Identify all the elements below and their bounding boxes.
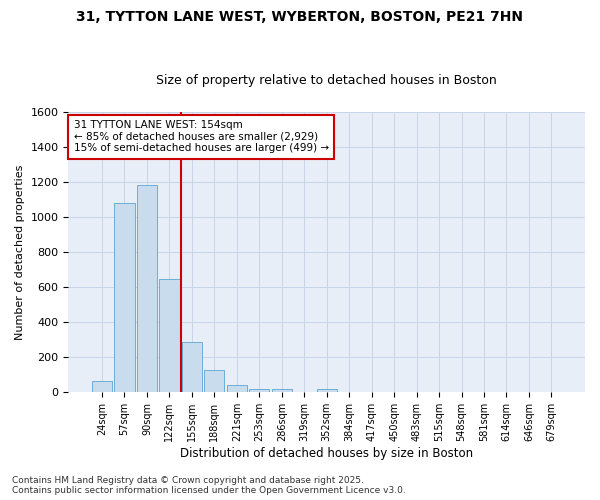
Bar (115, 203, 134, 392)
Text: 31, TYTTON LANE WEST, WYBERTON, BOSTON, PE21 7HN: 31, TYTTON LANE WEST, WYBERTON, BOSTON, … (77, 10, 523, 24)
Title: Size of property relative to detached houses in Boston: Size of property relative to detached ho… (157, 74, 497, 87)
Bar (249, 389, 269, 392)
Bar (317, 389, 337, 392)
Bar (159, 279, 179, 392)
Bar (227, 386, 247, 392)
Text: Contains HM Land Registry data © Crown copyright and database right 2025.
Contai: Contains HM Land Registry data © Crown c… (12, 476, 406, 495)
Bar (182, 342, 202, 392)
Text: 31 TYTTON LANE WEST: 154sqm
← 85% of detached houses are smaller (2,929)
15% of : 31 TYTTON LANE WEST: 154sqm ← 85% of det… (74, 120, 329, 154)
Bar (137, 186, 157, 392)
Bar (92, 381, 112, 392)
X-axis label: Distribution of detached houses by size in Boston: Distribution of detached houses by size … (180, 447, 473, 460)
Y-axis label: Number of detached properties: Number of detached properties (15, 164, 25, 340)
Bar (272, 389, 292, 392)
Bar (204, 370, 224, 392)
